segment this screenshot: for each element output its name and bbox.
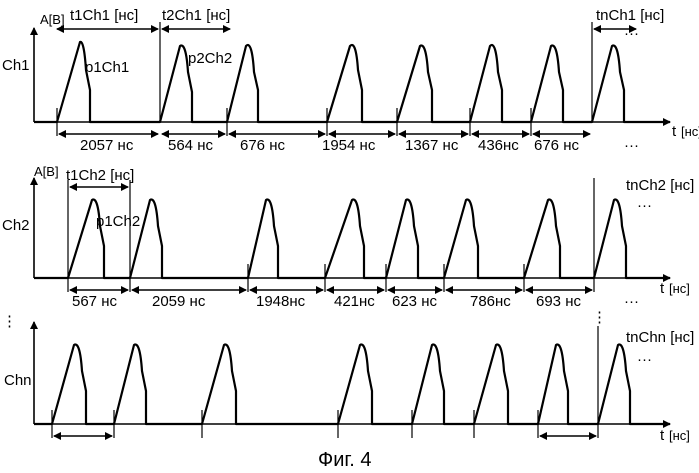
channels-continuation-dots-left: ⋮ [2,313,17,330]
ch1-pulse-label-1: p1Ch1 [85,59,129,76]
channels-continuation-dots-right: ⋮ [592,309,607,326]
ch1-signal [34,42,670,122]
ch2-ellipsis-top: ··· [637,197,652,214]
ch2-interval-label-1: 567 нс [72,293,117,310]
ch1-pulse-label-2: p2Ch2 [188,50,232,67]
ch2-interval-label-3: 1948нс [256,293,306,310]
ch2-interval-label-6: 786нс [470,293,511,310]
ch1-interval-label-3: 676 нс [240,137,285,154]
ch1-x-axis-unit: [нс] [681,124,699,139]
chn-period-label-n: tnChn [нс] [626,329,694,346]
ch2-x-axis-unit: [нс] [669,281,690,296]
ch2-ellipsis-bottom: ··· [624,293,639,310]
ch1-interval-label-5: 1367 нс [405,137,459,154]
chn-x-axis-label: t [660,427,665,444]
chn-x-axis-unit: [нс] [669,428,690,443]
ch1-interval-label-1: 2057 нс [80,137,134,154]
ch1-channel-label: Ch1 [2,57,30,74]
channel-2-plot: A[В] Ch2 t [нс] p1Ch2 t1Ch2 [нс] tnCh2 [… [2,164,694,310]
ch1-x-axis-label: t [672,123,677,140]
figure-caption: Фиг. 4 [318,449,371,471]
ch2-channel-label: Ch2 [2,217,30,234]
chn-ellipsis: ··· [637,351,652,368]
ch2-interval-label-5: 623 нс [392,293,437,310]
ch1-ellipsis-top: ··· [624,25,639,42]
channel-n-plot: Chn t [нс] tnChn [нс] ··· [4,322,694,444]
chn-channel-label: Chn [4,372,32,389]
ch1-interval-label-4: 1954 нс [322,137,376,154]
ch1-interval-label-7: 676 нс [534,137,579,154]
ch2-interval-label-4: 421нс [334,293,375,310]
ch2-y-axis-label: A[В] [34,164,59,179]
ch2-pulse-label-1: p1Ch2 [96,213,140,230]
ch1-ellipsis-bottom: ··· [624,137,639,154]
ch2-interval-label-7: 693 нс [536,293,581,310]
ch1-y-axis-label: A[В] [40,12,65,27]
chn-signal [34,345,670,424]
ch1-period-label-2: t2Ch1 [нс] [162,7,230,24]
ch1-period-label-n: tnCh1 [нс] [596,7,664,24]
ch2-period-label-1: t1Ch2 [нс] [66,167,134,184]
channel-1-plot: A[В] Ch1 t [нс] p1Ch1 p2Ch2 t1Ch1 [нс] t… [2,7,699,154]
ch1-interval-label-6: 436нс [478,137,519,154]
ch1-period-label-1: t1Ch1 [нс] [70,7,138,24]
ch1-interval-label-2: 564 нс [168,137,213,154]
ch2-x-axis-label: t [660,280,665,297]
ch2-period-label-n: tnCh2 [нс] [626,177,694,194]
ch2-interval-label-2: 2059 нс [152,293,206,310]
